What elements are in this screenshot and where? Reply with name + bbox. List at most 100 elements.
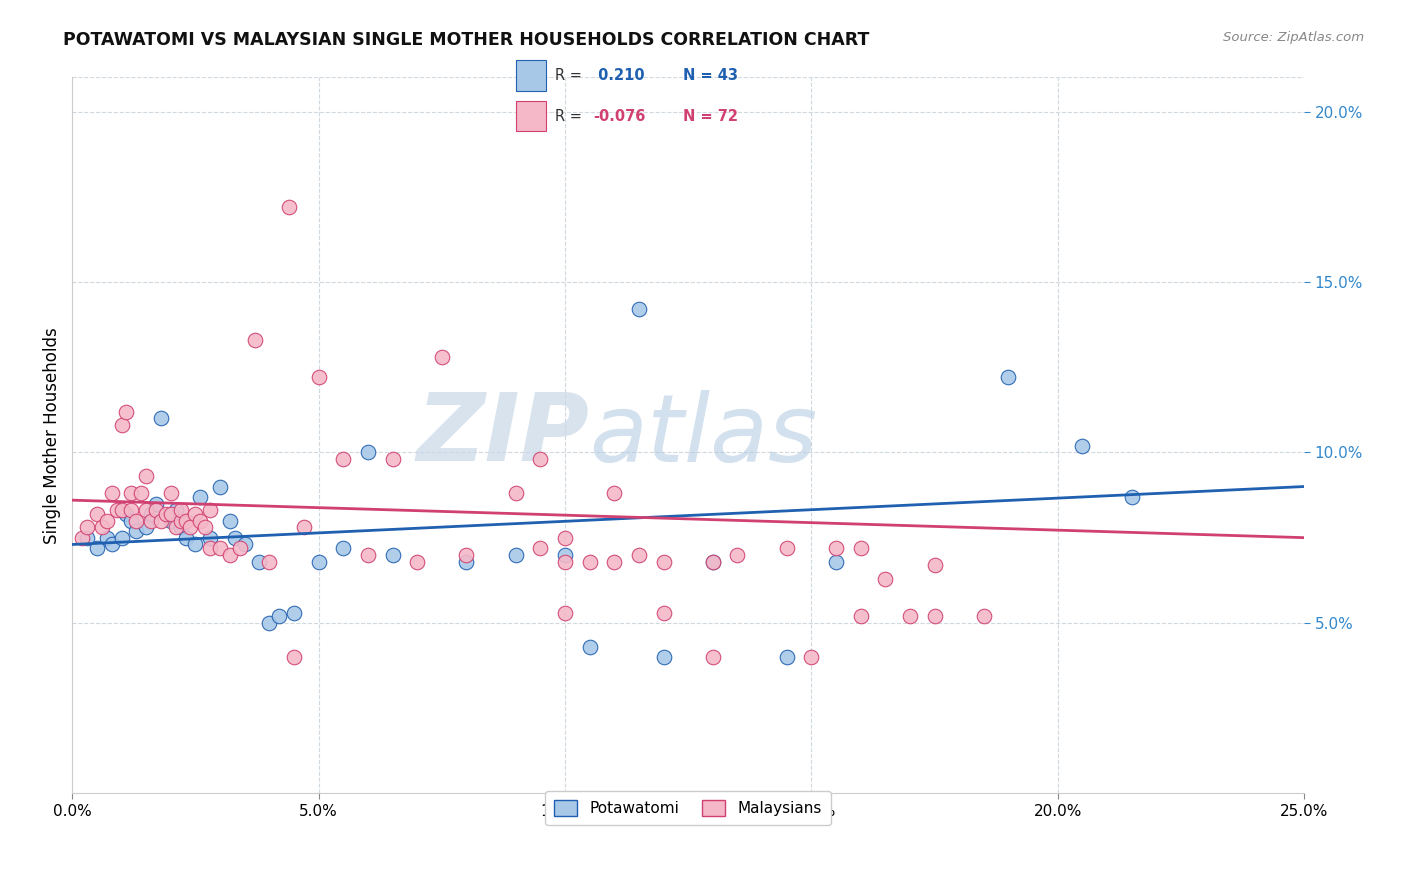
Point bbox=[219, 514, 242, 528]
Point bbox=[219, 548, 242, 562]
Point bbox=[184, 537, 207, 551]
Point bbox=[554, 555, 576, 569]
Point bbox=[100, 486, 122, 500]
Point bbox=[292, 520, 315, 534]
Point bbox=[100, 537, 122, 551]
Point bbox=[825, 555, 848, 569]
Point bbox=[875, 572, 897, 586]
Point bbox=[110, 418, 132, 433]
Point bbox=[997, 370, 1019, 384]
Point bbox=[125, 514, 148, 528]
Point bbox=[184, 507, 207, 521]
Point bbox=[188, 490, 211, 504]
Point bbox=[800, 650, 823, 665]
Point bbox=[159, 486, 181, 500]
Point bbox=[243, 333, 266, 347]
Point bbox=[554, 606, 576, 620]
Point bbox=[924, 558, 946, 572]
Point bbox=[308, 555, 330, 569]
Point bbox=[200, 503, 222, 517]
Point bbox=[145, 497, 167, 511]
Point bbox=[456, 548, 478, 562]
Point bbox=[725, 548, 748, 562]
Point bbox=[174, 531, 197, 545]
Point bbox=[898, 609, 921, 624]
Point bbox=[1071, 439, 1094, 453]
Point bbox=[233, 537, 256, 551]
Point bbox=[209, 541, 232, 555]
Point bbox=[249, 555, 271, 569]
Point bbox=[456, 555, 478, 569]
Point bbox=[529, 452, 551, 467]
Text: atlas: atlas bbox=[589, 390, 818, 481]
Point bbox=[224, 531, 246, 545]
Text: ZIP: ZIP bbox=[416, 390, 589, 482]
Point bbox=[924, 609, 946, 624]
Point bbox=[115, 507, 138, 521]
Point bbox=[332, 452, 354, 467]
Point bbox=[174, 514, 197, 528]
Point bbox=[627, 548, 650, 562]
Point bbox=[278, 200, 301, 214]
FancyBboxPatch shape bbox=[516, 61, 546, 91]
Point bbox=[849, 609, 872, 624]
Point bbox=[110, 503, 132, 517]
Point bbox=[188, 514, 211, 528]
Point bbox=[381, 452, 404, 467]
Point bbox=[406, 555, 429, 569]
Legend: Potawatomi, Malaysians: Potawatomi, Malaysians bbox=[546, 791, 831, 825]
Point bbox=[554, 531, 576, 545]
Point bbox=[149, 411, 172, 425]
Point bbox=[70, 531, 93, 545]
Point bbox=[120, 503, 142, 517]
Point bbox=[578, 640, 600, 654]
Text: POTAWATOMI VS MALAYSIAN SINGLE MOTHER HOUSEHOLDS CORRELATION CHART: POTAWATOMI VS MALAYSIAN SINGLE MOTHER HO… bbox=[63, 31, 870, 49]
Point bbox=[776, 650, 799, 665]
Point bbox=[86, 541, 108, 555]
Point bbox=[308, 370, 330, 384]
Point bbox=[702, 555, 724, 569]
Point bbox=[159, 514, 181, 528]
Point bbox=[76, 520, 98, 534]
Point bbox=[283, 606, 305, 620]
Point bbox=[283, 650, 305, 665]
Point bbox=[135, 469, 157, 483]
Point bbox=[652, 650, 675, 665]
Point bbox=[825, 541, 848, 555]
Point bbox=[120, 514, 142, 528]
FancyBboxPatch shape bbox=[516, 101, 546, 131]
Point bbox=[332, 541, 354, 555]
Point bbox=[209, 479, 232, 493]
Point bbox=[96, 514, 118, 528]
Point bbox=[229, 541, 252, 555]
Point bbox=[194, 520, 217, 534]
Point bbox=[652, 555, 675, 569]
Text: Source: ZipAtlas.com: Source: ZipAtlas.com bbox=[1223, 31, 1364, 45]
Text: R =: R = bbox=[555, 109, 586, 124]
Point bbox=[259, 555, 281, 569]
Point bbox=[90, 520, 112, 534]
Point bbox=[430, 350, 453, 364]
Text: 0.210: 0.210 bbox=[593, 68, 645, 83]
Point bbox=[139, 507, 162, 521]
Point bbox=[849, 541, 872, 555]
Point bbox=[505, 486, 527, 500]
Point bbox=[76, 531, 98, 545]
Point bbox=[135, 520, 157, 534]
Point bbox=[165, 503, 187, 517]
Point bbox=[603, 555, 626, 569]
Point bbox=[776, 541, 799, 555]
Point bbox=[159, 507, 181, 521]
Point bbox=[169, 514, 191, 528]
Point bbox=[603, 486, 626, 500]
Point bbox=[86, 507, 108, 521]
Point bbox=[702, 555, 724, 569]
Point bbox=[269, 609, 291, 624]
Text: N = 43: N = 43 bbox=[683, 68, 738, 83]
Point bbox=[96, 531, 118, 545]
Point bbox=[149, 514, 172, 528]
Point bbox=[381, 548, 404, 562]
Point bbox=[105, 503, 128, 517]
Text: -0.076: -0.076 bbox=[593, 109, 645, 124]
Point bbox=[554, 548, 576, 562]
